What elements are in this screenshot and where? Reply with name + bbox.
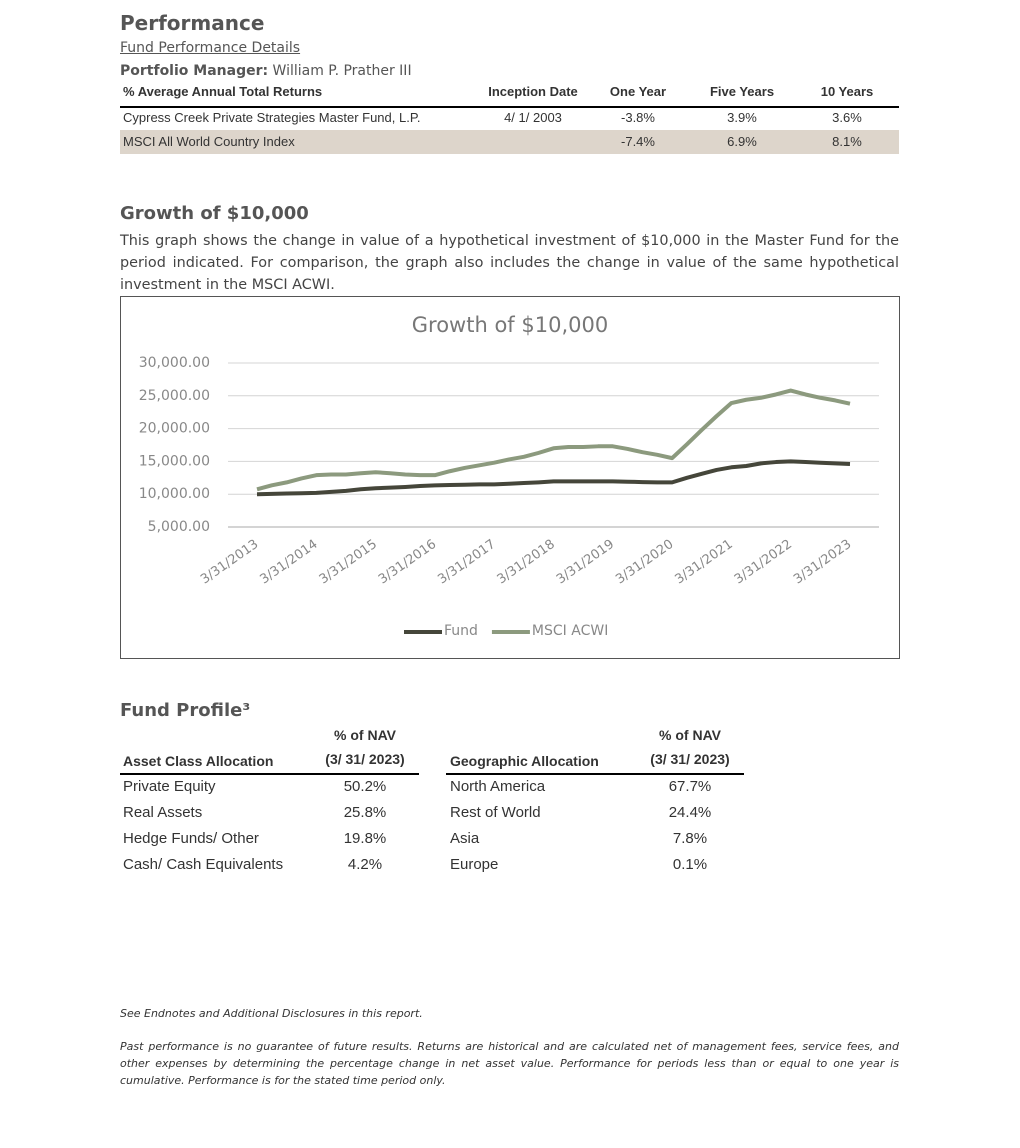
y-tick-label: 15,000.00 [139, 453, 210, 469]
table-cell: Asia [450, 830, 480, 847]
legend-label: Fund [444, 623, 478, 639]
table-cell: Rest of World [450, 804, 541, 821]
table-header: % Average Annual Total Returns [123, 84, 323, 99]
table-cell: Private Equity [123, 778, 216, 795]
table-header: (3/ 31/ 2023) [650, 751, 730, 767]
table-cell: 25.8% [343, 804, 387, 821]
y-tick-label: 30,000.00 [139, 355, 210, 371]
table-cell: 3.9% [727, 110, 757, 125]
table-cell: 24.4% [668, 804, 712, 821]
table-cell: -3.8% [621, 110, 655, 125]
table-cell: 3.6% [832, 110, 862, 125]
table-header: Five Years [709, 84, 775, 99]
table-header: One Year [609, 84, 667, 99]
table-cell: -7.4% [621, 134, 655, 149]
table-header: Asset Class Allocation [123, 753, 274, 769]
table-cell: 67.7% [668, 778, 712, 795]
y-tick-label: 5,000.00 [148, 519, 210, 535]
table-cell: Real Assets [123, 804, 203, 821]
table-cell: 7.8% [672, 830, 708, 847]
section-title: Performance [120, 11, 265, 35]
table-cell: Cypress Creek Private Strategies Master … [123, 110, 421, 125]
table-cell: 4/ 1/ 2003 [504, 110, 562, 125]
rule [446, 773, 744, 775]
chart-frame [120, 296, 900, 659]
y-tick-label: 20,000.00 [139, 421, 210, 437]
table-cell: 50.2% [343, 778, 387, 795]
section-title: Fund Profile³ [120, 700, 251, 721]
table-cell: Europe [450, 856, 499, 873]
footnote: Past performance is no guarantee of futu… [120, 1040, 899, 1087]
table-header: % of NAV [659, 727, 721, 743]
table-cell: 0.1% [672, 856, 708, 873]
table-cell: Hedge Funds/ Other [123, 830, 259, 847]
description: This graph shows the change in value of … [120, 233, 899, 293]
table-header: (3/ 31/ 2023) [325, 751, 405, 767]
table-header: 10 Years [820, 84, 874, 99]
table-cell: 4.2% [347, 856, 383, 873]
table-cell: North America [450, 778, 546, 795]
rule [120, 106, 899, 108]
table-cell: 19.8% [343, 830, 387, 847]
table-cell: 6.9% [727, 134, 757, 149]
table-cell: Cash/ Cash Equivalents [123, 856, 284, 873]
manager: Portfolio Manager: William P. Prather II… [120, 63, 412, 79]
footnote: See Endnotes and Additional Disclosures … [120, 1007, 423, 1020]
manager-label: Portfolio Manager: [120, 63, 269, 79]
table-header: Geographic Allocation [450, 753, 599, 769]
subtitle: Fund Performance Details [120, 40, 301, 56]
manager-name: William P. Prather III [272, 63, 412, 79]
rule [120, 773, 419, 775]
table-header: % of NAV [334, 727, 396, 743]
chart-title: Growth of $10,000 [412, 313, 608, 337]
y-tick-label: 25,000.00 [139, 388, 210, 404]
y-tick-label: 10,000.00 [139, 486, 210, 502]
table-cell: 8.1% [832, 134, 862, 149]
series-line [256, 388, 851, 492]
chart: Growth of $10,000 5,000.00 10,000.00 15,00… [120, 296, 900, 659]
section-title: Growth of $10,000 [120, 203, 309, 224]
series-line [256, 459, 851, 497]
legend-label: MSCI ACWI [532, 623, 608, 639]
row-shade [120, 130, 899, 154]
table-header: Inception Date [488, 84, 578, 99]
table-cell: MSCI All World Country Index [123, 134, 295, 149]
